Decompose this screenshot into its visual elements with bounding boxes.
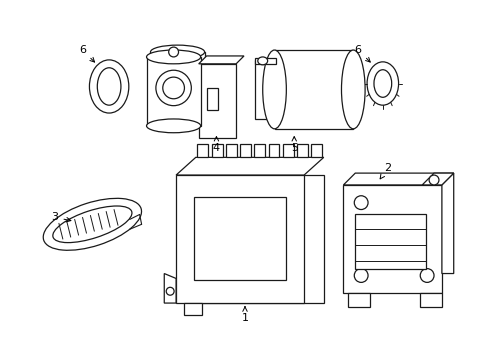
Ellipse shape <box>97 68 121 105</box>
Ellipse shape <box>150 45 204 59</box>
Bar <box>183 303 201 315</box>
Ellipse shape <box>257 57 267 65</box>
Ellipse shape <box>428 175 438 185</box>
Bar <box>310 144 322 157</box>
Ellipse shape <box>419 269 433 282</box>
Bar <box>355 215 425 269</box>
Ellipse shape <box>166 287 174 295</box>
Ellipse shape <box>353 269 367 282</box>
Ellipse shape <box>168 47 178 57</box>
Bar <box>254 58 276 64</box>
Polygon shape <box>195 175 323 303</box>
Bar <box>419 293 441 307</box>
Bar <box>296 144 307 157</box>
Bar <box>193 197 286 280</box>
Bar <box>146 57 200 126</box>
Bar <box>198 64 236 138</box>
Bar <box>225 144 236 157</box>
Text: 3: 3 <box>51 212 71 222</box>
Bar <box>176 175 304 303</box>
Text: 1: 1 <box>241 307 248 323</box>
Bar <box>282 144 293 157</box>
Bar <box>254 144 264 157</box>
Bar <box>268 144 279 157</box>
Ellipse shape <box>89 60 128 113</box>
Ellipse shape <box>43 198 141 250</box>
Text: 4: 4 <box>212 136 220 153</box>
Text: 6: 6 <box>79 45 94 62</box>
Bar <box>240 144 250 157</box>
Polygon shape <box>176 157 323 175</box>
Bar <box>211 144 222 157</box>
Polygon shape <box>164 274 176 303</box>
Ellipse shape <box>353 196 367 210</box>
Ellipse shape <box>373 70 391 97</box>
Ellipse shape <box>341 50 365 129</box>
Bar <box>150 52 204 121</box>
Bar <box>206 89 218 110</box>
Bar <box>197 144 208 157</box>
Ellipse shape <box>146 50 200 64</box>
Polygon shape <box>254 60 274 119</box>
Ellipse shape <box>146 119 200 133</box>
Polygon shape <box>421 173 453 185</box>
Polygon shape <box>343 173 453 185</box>
Ellipse shape <box>156 70 191 106</box>
Bar <box>274 50 352 129</box>
Text: 2: 2 <box>379 163 390 179</box>
Polygon shape <box>198 56 244 64</box>
Ellipse shape <box>53 206 132 243</box>
Text: 6: 6 <box>354 45 369 62</box>
Bar <box>347 293 369 307</box>
Bar <box>343 185 441 293</box>
Ellipse shape <box>262 50 286 129</box>
Text: 5: 5 <box>290 136 297 153</box>
Ellipse shape <box>366 62 398 105</box>
Ellipse shape <box>163 77 184 99</box>
Polygon shape <box>441 173 453 274</box>
